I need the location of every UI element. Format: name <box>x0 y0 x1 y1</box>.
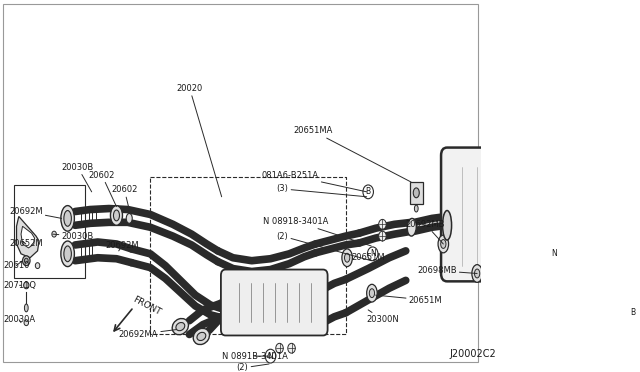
Text: 20080N: 20080N <box>0 371 1 372</box>
Text: 20100: 20100 <box>0 371 1 372</box>
Ellipse shape <box>407 218 416 236</box>
Text: 20020: 20020 <box>177 84 221 197</box>
Text: 20610: 20610 <box>3 261 29 270</box>
Text: J20002C2: J20002C2 <box>449 349 496 359</box>
Text: 081A6-B251A: 081A6-B251A <box>0 371 1 372</box>
Polygon shape <box>639 261 640 289</box>
Text: N 08918-3401A: N 08918-3401A <box>263 217 371 246</box>
Text: 081A6-B251A: 081A6-B251A <box>262 171 367 192</box>
Ellipse shape <box>369 289 374 298</box>
Ellipse shape <box>24 304 28 312</box>
Text: 20652M: 20652M <box>9 240 43 248</box>
Text: 20698MB: 20698MB <box>417 266 477 275</box>
Ellipse shape <box>22 256 30 266</box>
Text: 20080M: 20080M <box>0 371 1 372</box>
Text: N: N <box>552 249 557 258</box>
Text: (3): (3) <box>276 185 367 197</box>
Ellipse shape <box>64 211 72 226</box>
Ellipse shape <box>379 219 386 229</box>
Text: (2): (2) <box>0 371 1 372</box>
Text: 20651MB: 20651MB <box>0 371 1 372</box>
Text: B: B <box>630 308 636 317</box>
Ellipse shape <box>342 249 353 267</box>
Ellipse shape <box>61 241 74 267</box>
Ellipse shape <box>265 349 276 363</box>
Ellipse shape <box>276 343 284 353</box>
Ellipse shape <box>438 235 449 253</box>
Text: FRONT: FRONT <box>131 295 163 317</box>
Text: 20602: 20602 <box>111 185 138 209</box>
Text: (2): (2) <box>276 232 371 261</box>
Ellipse shape <box>474 269 480 278</box>
Ellipse shape <box>288 343 295 353</box>
Ellipse shape <box>367 284 377 302</box>
Ellipse shape <box>52 231 56 237</box>
Ellipse shape <box>441 240 446 248</box>
Ellipse shape <box>176 323 185 331</box>
Text: (3): (3) <box>0 371 1 372</box>
Text: 20030A: 20030A <box>3 315 35 324</box>
Ellipse shape <box>24 320 29 326</box>
Text: B: B <box>365 187 371 196</box>
Ellipse shape <box>193 328 209 344</box>
Text: 20030B: 20030B <box>61 163 94 192</box>
Ellipse shape <box>636 251 640 292</box>
Polygon shape <box>21 226 35 248</box>
Ellipse shape <box>24 258 28 263</box>
Ellipse shape <box>627 306 638 320</box>
FancyBboxPatch shape <box>221 270 328 336</box>
Ellipse shape <box>363 185 373 199</box>
Text: 20651MA: 20651MA <box>293 126 411 182</box>
Ellipse shape <box>636 132 640 173</box>
Text: 20651M: 20651M <box>376 295 442 305</box>
Ellipse shape <box>126 214 132 223</box>
Ellipse shape <box>172 318 188 335</box>
Text: N 0891B-3401A: N 0891B-3401A <box>221 352 287 360</box>
FancyBboxPatch shape <box>410 182 423 203</box>
Ellipse shape <box>379 231 386 241</box>
FancyBboxPatch shape <box>441 148 600 281</box>
Ellipse shape <box>591 181 600 209</box>
Ellipse shape <box>413 188 419 198</box>
Ellipse shape <box>560 219 567 229</box>
Ellipse shape <box>414 205 418 212</box>
Text: 20692MA: 20692MA <box>118 330 177 339</box>
Text: 20692M: 20692M <box>9 207 61 218</box>
Ellipse shape <box>344 253 350 262</box>
Ellipse shape <box>61 206 74 231</box>
Ellipse shape <box>113 210 120 221</box>
Ellipse shape <box>443 211 452 240</box>
Ellipse shape <box>35 263 40 269</box>
Ellipse shape <box>591 229 600 257</box>
Ellipse shape <box>197 332 206 340</box>
Text: 20602: 20602 <box>89 171 116 206</box>
Ellipse shape <box>24 282 29 289</box>
Polygon shape <box>17 217 39 258</box>
Text: 20692MB: 20692MB <box>406 220 445 244</box>
Text: N: N <box>268 352 273 360</box>
Ellipse shape <box>472 264 483 282</box>
Ellipse shape <box>560 231 567 241</box>
Ellipse shape <box>64 246 72 262</box>
Text: 20030B: 20030B <box>52 232 94 241</box>
Text: 20300N: 20300N <box>367 310 399 324</box>
Text: N 0891B-3401A: N 0891B-3401A <box>0 371 1 372</box>
Text: 20711Q: 20711Q <box>3 281 36 290</box>
Text: N: N <box>370 249 376 258</box>
Ellipse shape <box>549 247 560 261</box>
Text: 20651M: 20651M <box>351 253 385 262</box>
FancyBboxPatch shape <box>13 185 85 278</box>
Ellipse shape <box>367 247 378 261</box>
Ellipse shape <box>111 206 122 225</box>
Text: 20692M: 20692M <box>105 241 139 251</box>
Text: (2): (2) <box>237 363 269 372</box>
